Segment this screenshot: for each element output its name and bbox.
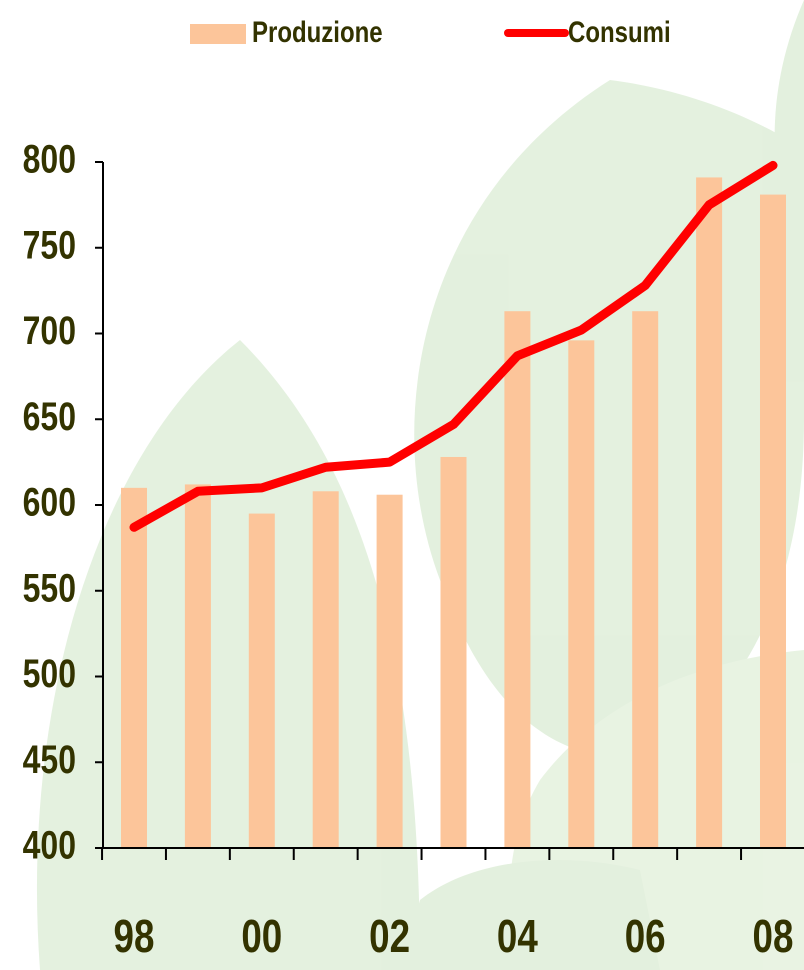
bar (184, 484, 211, 848)
x-tick-label: 06 (625, 910, 666, 962)
y-tick-label: 650 (23, 393, 76, 438)
bar (376, 494, 403, 848)
line (129, 160, 778, 532)
y-tick-label: 800 (23, 136, 76, 181)
y-tick-label: 700 (23, 308, 76, 353)
background (36, 0, 804, 970)
y-tick-label: 400 (23, 822, 76, 867)
x-tick-label: 98 (114, 910, 155, 962)
x-tick-label: 00 (241, 910, 282, 962)
bar (632, 311, 659, 849)
bar (504, 311, 531, 849)
legend-label: Produzione (252, 14, 383, 48)
legend-swatch (190, 24, 246, 44)
y-tick-label: 600 (23, 479, 76, 524)
bar (248, 513, 275, 848)
y-tick-label: 550 (23, 565, 76, 610)
bar (696, 177, 723, 848)
x-tick-label: 04 (497, 910, 538, 962)
x-tick-label: 02 (369, 910, 410, 962)
bar (760, 194, 786, 848)
bar (121, 487, 147, 848)
bar (312, 491, 339, 848)
bar (568, 340, 595, 848)
y-tick-label: 750 (23, 222, 76, 267)
y-tick-label: 500 (23, 651, 76, 696)
legend-label: Consumi (568, 14, 671, 48)
bar (440, 456, 467, 848)
x-tick-label: 08 (753, 910, 794, 962)
y-tick-label: 450 (23, 736, 76, 781)
